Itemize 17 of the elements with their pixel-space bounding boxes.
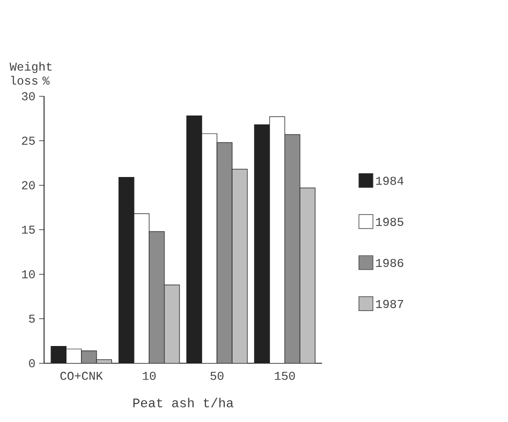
y-tick-label: 20 xyxy=(22,181,35,190)
y-tick-label: 25 xyxy=(22,136,35,145)
y-tick-label: 0 xyxy=(29,359,35,368)
y-tick-label: 10 xyxy=(22,270,35,278)
y-axis-title: Weight loss % xyxy=(10,62,52,85)
y-tick-label: 30 xyxy=(22,92,35,100)
y-tick-label: 5 xyxy=(29,314,35,323)
legend-label: 1985 xyxy=(376,218,404,226)
legend-label: 1984 xyxy=(376,176,404,185)
x-tick-label: 150 xyxy=(274,372,295,380)
x-tick-label: CO+CNK xyxy=(60,372,103,380)
y-tick-label: 15 xyxy=(22,226,35,234)
legend-label: 1986 xyxy=(376,258,404,268)
legend-label: 1987 xyxy=(376,300,404,308)
x-tick-label: 10 xyxy=(142,372,156,380)
x-tick-label: 50 xyxy=(210,372,224,380)
x-axis-title: Peat ash t/ha xyxy=(133,398,234,408)
